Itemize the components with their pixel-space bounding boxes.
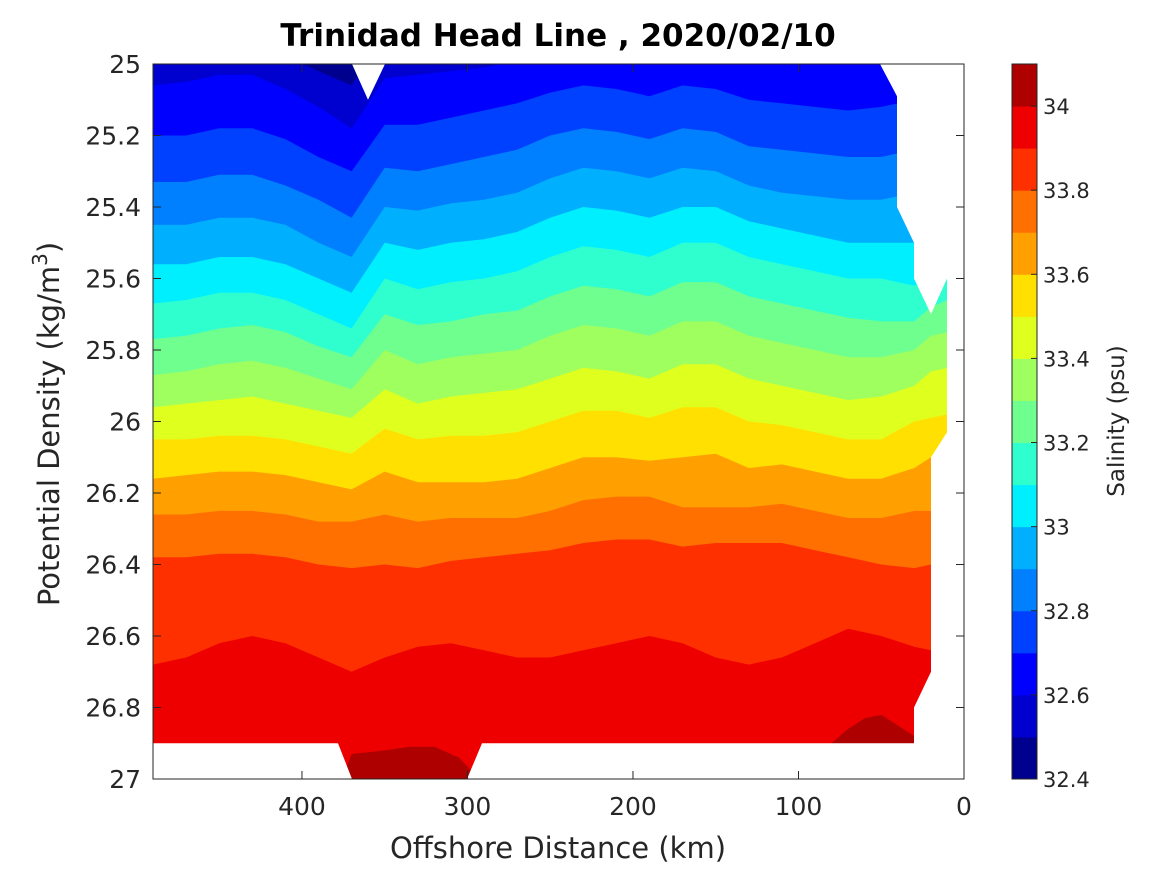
y-tick-label: 25.4 bbox=[85, 193, 141, 222]
colorbar-tick-label: 33 bbox=[1043, 516, 1070, 540]
colorbar-segment bbox=[1012, 568, 1037, 612]
colorbar-frame bbox=[1011, 63, 1038, 780]
colorbar-segment bbox=[1012, 400, 1037, 444]
colorbar-segment bbox=[1012, 526, 1037, 570]
contour-bands bbox=[153, 64, 964, 779]
x-tick-label: 300 bbox=[444, 792, 492, 821]
no-data-masks bbox=[153, 64, 964, 779]
colorbar-tick-label: 32.4 bbox=[1043, 768, 1090, 792]
y-tick-label: 26 bbox=[109, 408, 141, 437]
no-data-mask-3 bbox=[880, 64, 964, 315]
y-tick-label: 25.6 bbox=[85, 265, 141, 294]
colorbar-tick-label: 33.4 bbox=[1043, 347, 1090, 371]
y-tick-label: 25 bbox=[109, 50, 141, 79]
y-axis-label: Potential Density (kg/m3) bbox=[28, 242, 66, 606]
colorbar-ticks: 32.4 32.6 32.8 33 33.2 33.4 33.6 33.8 34 bbox=[1031, 95, 1090, 792]
colorbar-tick-label: 33.2 bbox=[1043, 432, 1090, 456]
y-axis-label-superscript: 3 bbox=[28, 253, 52, 266]
y-tick-label: 26.4 bbox=[85, 551, 141, 580]
no-data-mask-2 bbox=[467, 432, 964, 779]
colorbar-tick-label: 32.8 bbox=[1043, 600, 1090, 624]
x-tick-label: 400 bbox=[278, 792, 326, 821]
y-tick-label: 26.2 bbox=[85, 479, 141, 508]
colorbar-tick-label: 34 bbox=[1043, 95, 1070, 119]
no-data-mask-1 bbox=[153, 743, 352, 779]
y-tick-label: 25.8 bbox=[85, 336, 141, 365]
colorbar-segment bbox=[1012, 358, 1037, 401]
colorbar-segment bbox=[1012, 694, 1037, 738]
colorbar-label: Salinity (psu) bbox=[1104, 345, 1130, 497]
colorbar bbox=[1012, 64, 1037, 780]
band-salinity-34.0-patch-2 bbox=[823, 714, 915, 751]
colorbar-segment bbox=[1012, 106, 1037, 149]
colorbar-segment bbox=[1012, 274, 1037, 317]
colorbar-tick-label: 33.6 bbox=[1043, 263, 1090, 287]
colorbar-tick-label: 33.8 bbox=[1043, 179, 1090, 203]
x-axis-label: Offshore Distance (km) bbox=[390, 831, 726, 865]
colorbar-segment bbox=[1012, 64, 1037, 107]
x-tick-label: 0 bbox=[956, 792, 972, 821]
colorbar-segment bbox=[1012, 232, 1037, 275]
y-axis-label-main: Potential Density (kg/m bbox=[32, 266, 66, 606]
x-axis: 400 300 200 100 0 bbox=[278, 64, 972, 821]
y-axis: 25 25.2 25.4 25.6 25.8 26 26.2 26.4 26.6 26.8 27 bbox=[85, 50, 964, 794]
y-axis-label-close: ) bbox=[32, 242, 66, 253]
no-data-mask-5 bbox=[352, 64, 385, 100]
colorbar-tick-label: 32.6 bbox=[1043, 684, 1090, 708]
no-data-mask-4 bbox=[947, 278, 964, 440]
y-tick-label: 25.2 bbox=[85, 122, 141, 151]
y-tick-label: 27 bbox=[109, 765, 141, 794]
y-tick-label: 26.6 bbox=[85, 622, 141, 651]
band-salinity-32.5 bbox=[153, 64, 964, 129]
x-tick-label: 100 bbox=[775, 792, 823, 821]
band-salinity-34.0-patch-1 bbox=[341, 746, 478, 779]
colorbar-segment bbox=[1012, 652, 1037, 696]
colorbar-segment bbox=[1012, 442, 1037, 486]
y-tick-label: 26.8 bbox=[85, 694, 141, 723]
colorbar-segment bbox=[1012, 316, 1037, 359]
x-tick-label: 200 bbox=[609, 792, 657, 821]
colorbar-segment bbox=[1012, 148, 1037, 191]
colorbar-segment bbox=[1012, 610, 1037, 654]
colorbar-segment bbox=[1012, 484, 1037, 528]
colorbar-segment bbox=[1012, 736, 1037, 780]
chart-title: Trinidad Head Line , 2020/02/10 bbox=[280, 18, 835, 54]
colorbar-segment bbox=[1012, 190, 1037, 233]
